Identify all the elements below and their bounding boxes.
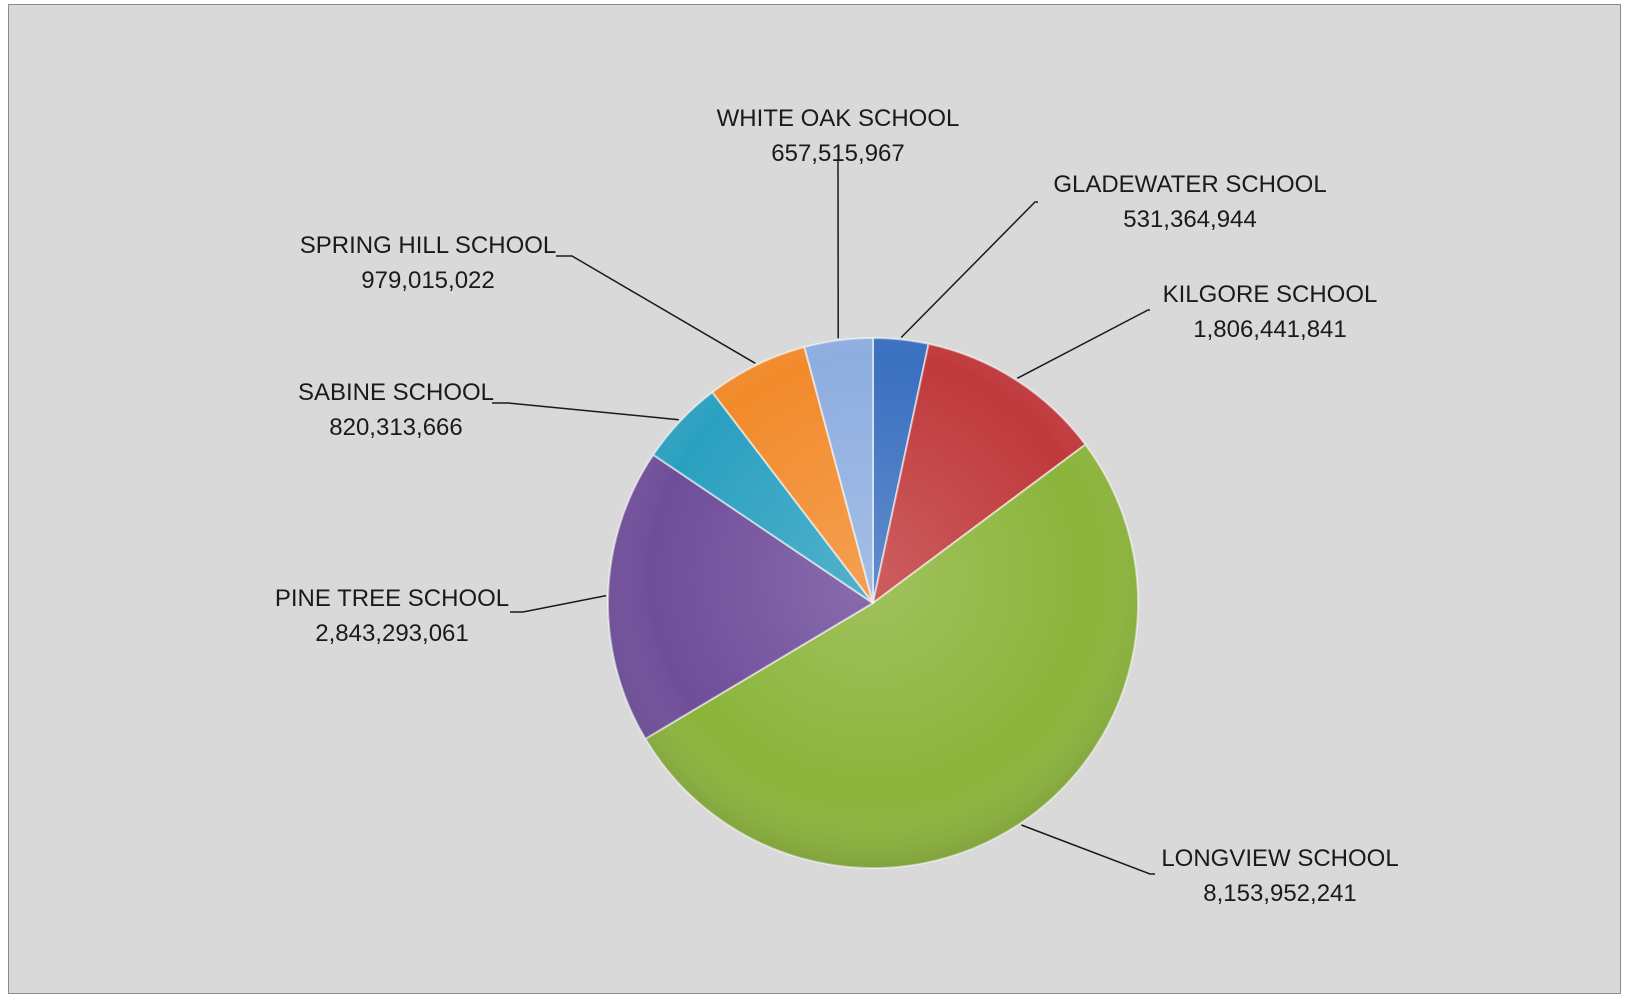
slice-label-value: 1,806,441,841 (1193, 316, 1346, 343)
slice-label-name: SABINE SCHOOL (298, 379, 494, 406)
slice-label-value: 820,313,666 (329, 414, 462, 441)
leader-line (510, 594, 607, 613)
slice-label-value: 2,843,293,061 (315, 620, 468, 647)
leader-line (556, 255, 756, 364)
leader-line (900, 201, 1038, 339)
slice-label-name: WHITE OAK SCHOOL (717, 105, 960, 132)
slice-label-name: LONGVIEW SCHOOL (1161, 845, 1398, 872)
slice-label-value: 8,153,952,241 (1203, 880, 1356, 907)
leader-line (492, 402, 679, 421)
slice-label-name: PINE TREE SCHOOL (275, 585, 509, 612)
slice-label-value: 979,015,022 (361, 267, 494, 294)
leader-line (1016, 309, 1150, 379)
slice-label-value: 531,364,944 (1123, 206, 1256, 233)
slice-label-value: 657,515,967 (771, 140, 904, 167)
leader-line (1021, 824, 1155, 875)
slice-label-name: GLADEWATER SCHOOL (1053, 171, 1326, 198)
slice-label-name: SPRING HILL SCHOOL (300, 232, 557, 259)
slice-label-name: KILGORE SCHOOL (1163, 281, 1378, 308)
